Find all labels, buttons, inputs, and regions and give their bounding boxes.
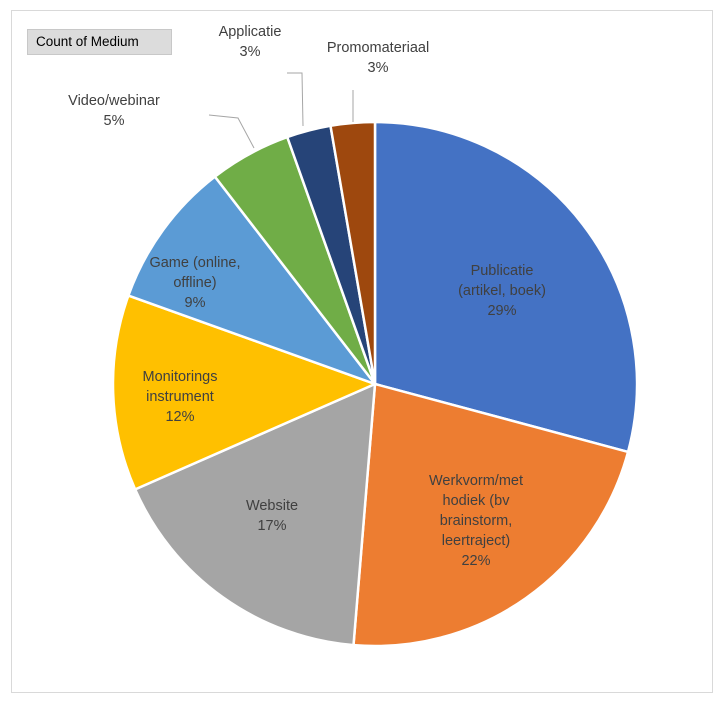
pie-slice-website[interactable]	[133, 382, 377, 647]
pie-slice-promomateriaal[interactable]	[329, 120, 377, 386]
field-button-count-of-medium[interactable]: Count of Medium	[27, 29, 172, 55]
pie-slice-werkvorm-met-hodiek-bv-brainstorm-leertraject[interactable]	[352, 382, 630, 648]
pie-slice-publicatie-artikel-boek[interactable]	[373, 120, 639, 454]
data-label: Game (online, offline) 9%	[149, 255, 240, 311]
pie-slice-monitorings-instrument[interactable]	[111, 294, 377, 491]
pie-slice-game-online-offline[interactable]	[127, 175, 377, 386]
data-label: Monitorings instrument 12%	[143, 369, 218, 425]
leader-line	[208, 114, 255, 149]
data-label: Applicatie 3%	[219, 24, 282, 60]
data-label: Werkvorm/met hodiek (bv brainstorm, leertra…	[429, 473, 523, 569]
data-label: Website 17%	[246, 498, 298, 534]
data-label: Video/webinar 5%	[68, 93, 160, 129]
leader-line	[287, 72, 304, 127]
data-label: Promomateriaal 3%	[327, 40, 429, 76]
data-label: Publicatie (artikel, boek) 29%	[458, 263, 546, 319]
